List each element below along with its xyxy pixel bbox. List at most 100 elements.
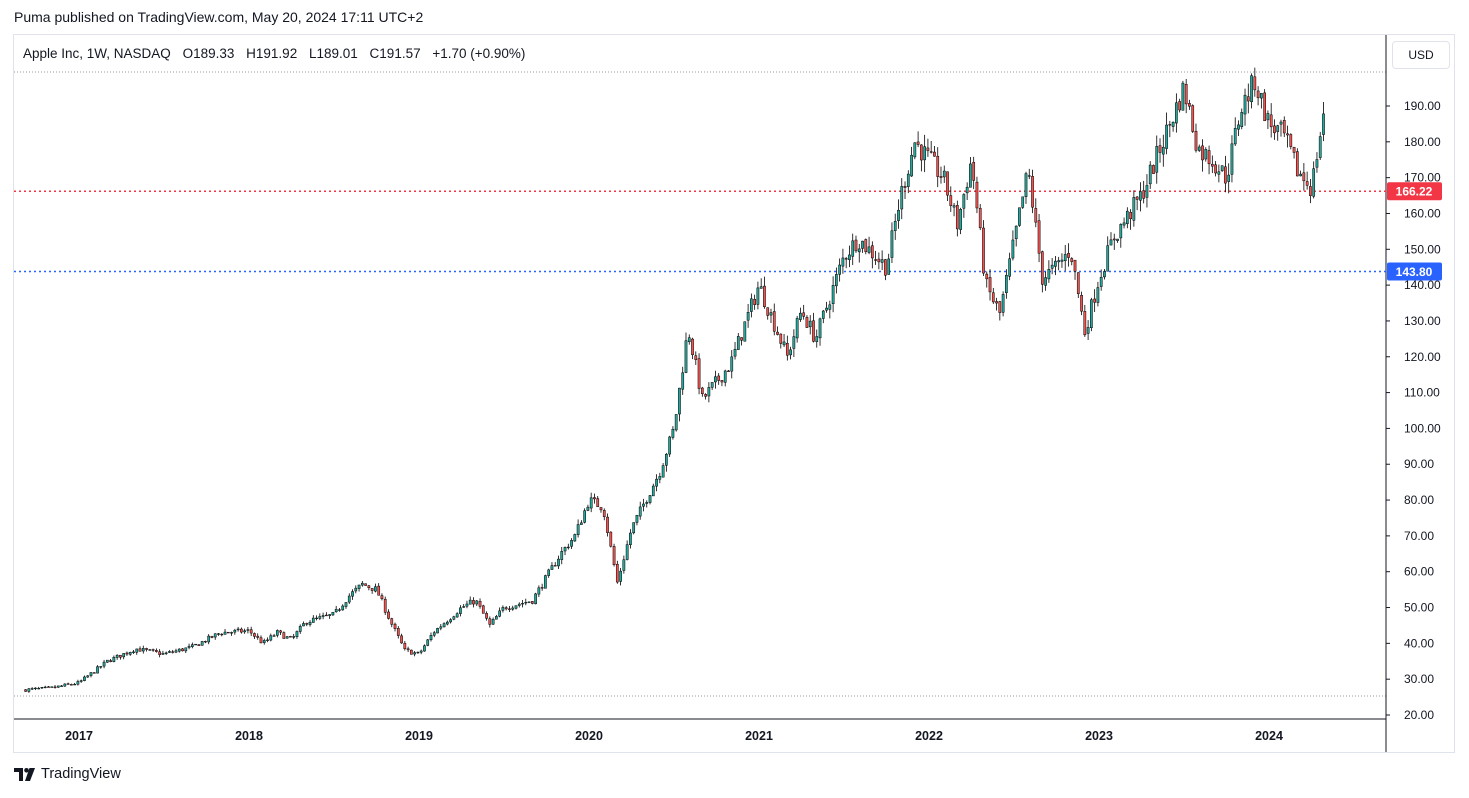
tradingview-logo[interactable]: TradingView — [14, 766, 121, 782]
candle-up — [857, 248, 861, 253]
candle-down — [403, 642, 407, 650]
symbol-title[interactable]: Apple Inc, 1W, NASDAQ — [23, 46, 171, 61]
y-tick-label: 110.00 — [1404, 386, 1440, 400]
candle-up — [547, 569, 551, 576]
high-label: H — [246, 46, 256, 61]
candle-down — [763, 285, 766, 308]
candle-down — [717, 375, 721, 381]
candle-up — [851, 240, 855, 257]
candle-down — [753, 299, 756, 305]
candle-up — [1024, 173, 1028, 197]
candle-down — [1040, 251, 1044, 285]
price-level-badge — [1387, 262, 1442, 281]
candle-up — [246, 629, 250, 631]
candle-up — [1090, 299, 1093, 329]
candle-up — [40, 686, 44, 689]
candle-down — [988, 277, 992, 293]
candle-up — [262, 640, 266, 643]
candle-down — [508, 608, 511, 610]
candle-down — [1093, 298, 1096, 303]
candle-up — [638, 506, 642, 517]
candle-down — [1256, 90, 1260, 99]
candle-down — [240, 628, 243, 633]
candle-down — [204, 641, 207, 643]
candle-up — [432, 632, 436, 636]
candle-down — [1188, 103, 1191, 107]
candle-up — [1240, 112, 1244, 128]
candle-up — [1103, 271, 1106, 278]
candle-up — [831, 285, 835, 305]
candle-up — [89, 672, 93, 676]
candle-down — [249, 629, 253, 634]
candle-up — [243, 630, 246, 633]
candle-up — [1047, 269, 1051, 280]
candle-up — [580, 522, 583, 525]
candle-down — [609, 531, 613, 547]
candle-up — [1116, 238, 1119, 241]
candle-down — [1210, 163, 1214, 167]
candle-down — [488, 618, 492, 625]
x-tick-label: 2022 — [915, 729, 943, 743]
candle-up — [56, 685, 60, 688]
candle-down — [884, 259, 887, 276]
candle-down — [377, 585, 381, 596]
candle-up — [468, 599, 472, 605]
candle-down — [1201, 145, 1204, 161]
candle-down — [380, 595, 384, 600]
candle-down — [305, 623, 309, 625]
candle-up — [527, 601, 531, 603]
candle-down — [700, 387, 704, 395]
candle-up — [269, 635, 273, 641]
candle-up — [148, 649, 152, 651]
open-value: 189.33 — [193, 46, 235, 61]
candle-up — [295, 631, 299, 637]
candle-up — [1148, 164, 1152, 185]
currency-button[interactable]: USD — [1392, 41, 1450, 69]
candle-up — [475, 600, 479, 605]
candle-down — [870, 245, 874, 259]
candle-up — [821, 310, 825, 319]
candle-down — [877, 258, 881, 263]
candle-up — [586, 506, 590, 511]
candle-up — [459, 607, 462, 614]
x-tick-label: 2024 — [1255, 729, 1283, 743]
candle-down — [615, 563, 619, 583]
candle-down — [481, 605, 485, 614]
candle-up — [311, 617, 315, 623]
price-level-label: 166.22 — [1396, 185, 1433, 199]
candle-up — [962, 194, 966, 209]
candle-down — [982, 227, 985, 274]
candle-down — [158, 651, 161, 655]
candle-down — [1253, 76, 1257, 91]
candle-up — [1315, 159, 1319, 168]
x-tick-label: 2023 — [1085, 729, 1113, 743]
candle-up — [341, 605, 345, 611]
candle-down — [929, 151, 933, 153]
candle-up — [1119, 224, 1123, 239]
candle-down — [1031, 176, 1034, 208]
candle-up — [1197, 146, 1201, 151]
candle-up — [1063, 254, 1067, 262]
candle-down — [998, 301, 1002, 313]
candle-up — [184, 647, 188, 652]
candle-up — [347, 595, 351, 603]
candle-up — [910, 154, 913, 177]
candle-up — [1122, 222, 1126, 226]
candle-up — [880, 259, 884, 263]
candle-down — [367, 585, 371, 589]
candle-down — [1037, 220, 1041, 254]
candle-down — [151, 649, 155, 651]
candle-up — [746, 312, 750, 321]
candle-down — [599, 507, 603, 511]
candle-down — [1027, 175, 1031, 177]
candle-down — [920, 144, 923, 161]
candle-up — [187, 645, 191, 648]
candle-up — [164, 652, 168, 654]
candle-down — [805, 317, 809, 328]
candle-down — [874, 259, 877, 261]
candle-down — [916, 141, 920, 145]
candle-up — [651, 485, 655, 497]
candle-up — [674, 414, 678, 431]
candle-down — [410, 649, 413, 655]
